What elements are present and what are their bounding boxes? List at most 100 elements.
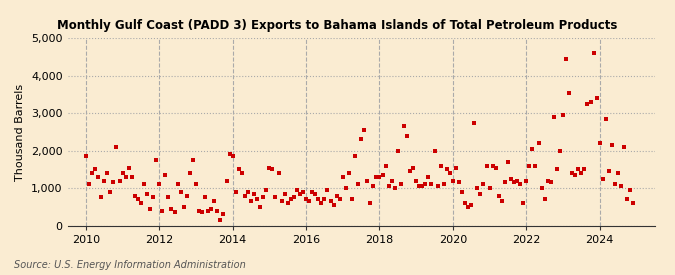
Point — [450, 165, 461, 170]
Point — [570, 173, 580, 177]
Point — [496, 199, 507, 204]
Point — [286, 197, 296, 202]
Point — [99, 178, 109, 183]
Point — [200, 195, 211, 200]
Point — [230, 190, 241, 194]
Point — [182, 193, 192, 198]
Point — [276, 199, 287, 204]
Point — [234, 167, 244, 172]
Point — [573, 167, 584, 172]
Point — [288, 195, 299, 200]
Point — [105, 190, 115, 194]
Point — [603, 169, 614, 174]
Point — [206, 207, 217, 211]
Point — [597, 177, 608, 181]
Point — [160, 173, 171, 177]
Point — [279, 191, 290, 196]
Point — [493, 193, 504, 198]
Point — [588, 51, 599, 56]
Point — [536, 186, 547, 190]
Point — [84, 182, 95, 186]
Point — [282, 201, 293, 205]
Point — [380, 163, 391, 168]
Point — [558, 113, 568, 117]
Point — [417, 184, 428, 188]
Point — [114, 178, 125, 183]
Point — [248, 191, 259, 196]
Point — [555, 148, 566, 153]
Point — [441, 167, 452, 172]
Point — [86, 171, 97, 175]
Point — [585, 100, 596, 104]
Point — [224, 152, 235, 157]
Point — [273, 171, 284, 175]
Point — [365, 201, 376, 205]
Point — [212, 209, 223, 213]
Point — [457, 190, 468, 194]
Point — [408, 165, 418, 170]
Point — [545, 180, 556, 185]
Point — [420, 182, 431, 186]
Point — [414, 184, 425, 188]
Point — [475, 191, 486, 196]
Point — [610, 182, 620, 186]
Point — [594, 141, 605, 145]
Point — [350, 154, 360, 158]
Point — [166, 207, 177, 212]
Point — [619, 145, 630, 149]
Point — [138, 182, 149, 186]
Point — [178, 205, 189, 209]
Point — [184, 171, 195, 175]
Point — [444, 171, 455, 175]
Point — [484, 186, 495, 190]
Point — [242, 190, 253, 194]
Point — [108, 180, 119, 185]
Point — [463, 205, 474, 209]
Point — [438, 182, 449, 186]
Point — [194, 208, 205, 213]
Point — [402, 134, 412, 138]
Point — [221, 178, 232, 183]
Point — [96, 195, 107, 200]
Point — [500, 180, 510, 185]
Point — [469, 120, 480, 125]
Point — [313, 197, 324, 202]
Point — [567, 171, 578, 175]
Point — [512, 178, 522, 183]
Point — [521, 178, 532, 183]
Text: Monthly Gulf Coast (PADD 3) Exports to Bahama Islands of Total Petroleum Product: Monthly Gulf Coast (PADD 3) Exports to B… — [57, 19, 618, 32]
Point — [377, 173, 388, 177]
Point — [148, 195, 159, 200]
Point — [613, 171, 624, 175]
Point — [530, 163, 541, 168]
Point — [628, 201, 639, 205]
Point — [151, 158, 161, 162]
Point — [398, 124, 409, 129]
Y-axis label: Thousand Barrels: Thousand Barrels — [16, 83, 26, 181]
Point — [338, 175, 348, 179]
Point — [466, 203, 477, 207]
Point — [92, 175, 103, 179]
Point — [460, 201, 470, 205]
Point — [472, 186, 483, 190]
Point — [169, 210, 180, 214]
Point — [374, 175, 385, 179]
Point — [383, 184, 394, 188]
Point — [478, 182, 489, 186]
Point — [294, 191, 305, 196]
Point — [551, 167, 562, 172]
Point — [548, 115, 559, 119]
Point — [144, 207, 155, 212]
Point — [371, 175, 382, 179]
Point — [319, 197, 330, 202]
Point — [502, 160, 513, 164]
Point — [136, 201, 146, 205]
Point — [322, 188, 333, 192]
Point — [124, 165, 134, 170]
Point — [524, 163, 535, 168]
Point — [561, 57, 572, 61]
Point — [254, 205, 265, 209]
Point — [359, 128, 370, 132]
Point — [564, 90, 574, 95]
Point — [102, 171, 113, 175]
